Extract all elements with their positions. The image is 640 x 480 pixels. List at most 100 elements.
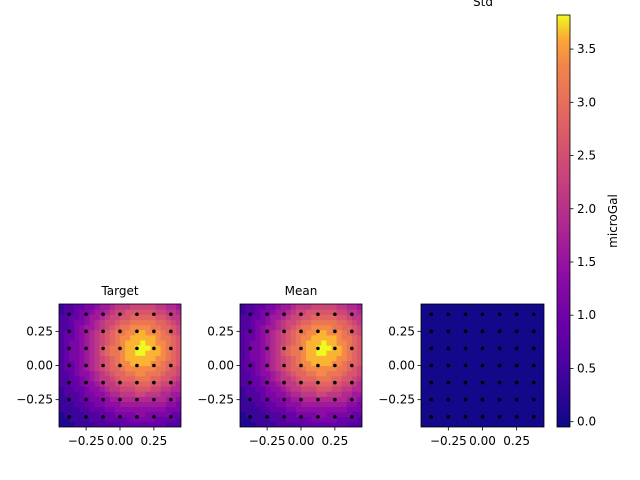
heatmap-cell [351,421,358,427]
heatmap-cell [295,304,302,310]
heatmap-cell [285,350,292,356]
heatmap-cell [462,355,468,361]
heatmap-cell [150,386,157,392]
heatmap-cell [336,386,343,392]
heatmap-cell [275,324,282,331]
observation-point [463,329,468,334]
heatmap-cell [336,314,343,320]
heatmap-cell [341,380,348,387]
heatmap-cell [436,314,443,320]
heatmap-cell [421,329,427,336]
heatmap-cell [74,391,80,397]
heatmap-cell [326,360,333,367]
heatmap-cell [316,304,322,310]
heatmap-cell [240,339,246,346]
heatmap-cell [270,375,277,382]
heatmap-cell [245,360,251,367]
observation-point [67,312,71,317]
observation-point [316,346,320,351]
heatmap-cell [441,345,448,351]
heatmap-cell [523,421,530,427]
heatmap-cell [270,365,277,372]
heatmap-cell [120,355,126,361]
heatmap-cell [130,391,136,397]
heatmap-cell [265,334,272,341]
heatmap-cell [513,401,519,408]
heatmap-cell [326,365,333,372]
colorbar-label: microGal [606,194,620,248]
heatmap-cell [351,416,358,423]
heatmap-cell [79,391,86,397]
heatmap-cell [280,365,287,372]
heatmap-cell [441,329,448,336]
heatmap-cell [145,355,152,361]
heatmap-cell [487,345,494,351]
heatmap-cell [130,339,136,346]
heatmap-cell [477,329,484,336]
heatmap-cell [260,304,267,310]
heatmap-cell [125,339,131,346]
observation-point [299,380,303,385]
heatmap-cell [59,314,65,320]
axes-mean: −0.25 0.00 0.250.250.00−0.25 [197,303,363,448]
heatmap-cell [140,386,147,392]
heatmap-cell [341,319,348,326]
heatmap-cell [351,350,358,356]
heatmap-cell [446,416,453,423]
heatmap-cell [356,396,362,402]
heatmap-cell [356,406,362,413]
heatmap-cell [245,345,251,351]
colorbar-tick-label: 1.5 [577,255,596,269]
heatmap-cell [528,329,535,336]
heatmap-cell [311,391,317,397]
heatmap-cell [245,304,251,310]
heatmap-cell [341,334,348,341]
heatmap-cell [487,401,494,408]
heatmap-cell [446,406,453,413]
heatmap-cell [104,324,111,331]
heatmap-cell [503,339,509,346]
heatmap-cell [462,401,468,408]
heatmap-cell [351,386,358,392]
observation-point [531,380,536,385]
heatmap-cell [114,350,121,356]
heatmap-cell [431,401,437,408]
heatmap-cell [165,339,172,346]
observation-point [248,380,252,385]
observation-point [350,312,354,317]
heatmap-cell [336,345,343,351]
heatmap-cell [451,375,458,382]
heatmap-cell [346,309,353,315]
heatmap-cell [245,355,251,361]
heatmap-cell [265,365,272,372]
heatmap-cell [135,355,141,361]
heatmap-cell [467,380,473,387]
heatmap-cell [492,386,499,392]
observation-point [350,397,354,402]
heatmap-cell [94,365,101,372]
heatmap-cell [462,339,468,346]
x-tick-label: 0.25 [322,434,349,448]
heatmap-cell [456,421,463,427]
heatmap-cell [431,345,437,351]
heatmap-cell [155,319,162,326]
heatmap-cell [446,370,453,377]
heatmap-cell [64,324,70,331]
heatmap-cell [99,421,106,427]
heatmap-cell [265,360,272,367]
heatmap-cell [436,416,443,423]
heatmap-cell [280,309,287,315]
heatmap-cell [523,355,530,361]
heatmap-cell [492,421,499,427]
heatmap-cell [431,411,437,418]
heatmap-cell [255,411,261,418]
heatmap-cell [451,360,458,367]
observation-point [463,414,468,419]
heatmap-cell [446,334,453,341]
heatmap-cell [326,370,333,377]
heatmap-cell [170,350,177,356]
heatmap-cell [275,345,282,351]
heatmap-cell [140,304,147,310]
heatmap-cell [94,304,101,310]
heatmap-cell [436,334,443,341]
